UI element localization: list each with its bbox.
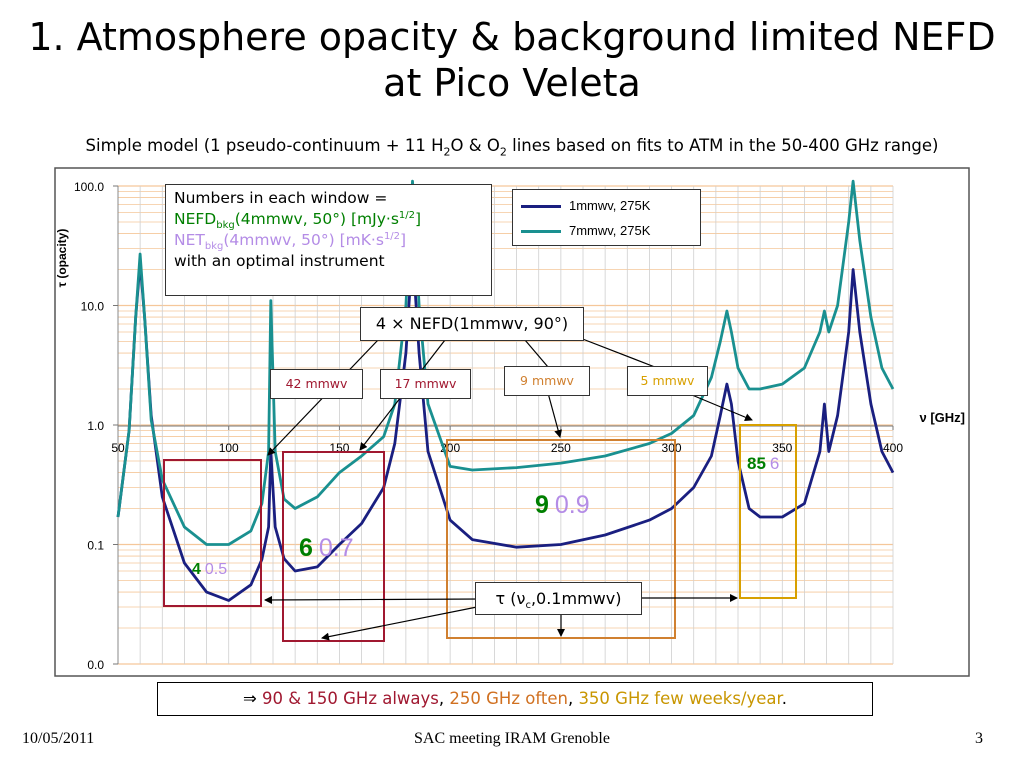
info-line-1: Numbers in each window = bbox=[174, 189, 388, 207]
x-tick-label: 300 bbox=[662, 441, 682, 455]
window-350-net: 6 bbox=[770, 454, 779, 473]
window-box-250ghz bbox=[446, 439, 676, 639]
title-line-1: 1. Atmosphere opacity & background limit… bbox=[28, 15, 996, 59]
x-tick-label: 50 bbox=[111, 441, 125, 455]
conclusion-box: ⇒ 90 & 150 GHz always, 250 GHz often, 35… bbox=[157, 682, 873, 716]
window-box-150ghz bbox=[282, 451, 385, 642]
conclusion-90-150: 90 & 150 GHz always bbox=[262, 689, 439, 708]
y-tick-label: 0.1 bbox=[87, 539, 104, 553]
subtitle-part-3: lines based on fits to ATM in the 50-400… bbox=[506, 136, 939, 155]
info-net-sup: 1/2 bbox=[383, 230, 401, 242]
info-box: Numbers in each window = NEFDbkg(4mmwv, … bbox=[165, 184, 492, 296]
pwv-label-42: 42 mmwv bbox=[270, 369, 363, 399]
subtitle-sub-1: 2 bbox=[443, 145, 451, 159]
legend-swatch-1mm bbox=[521, 205, 561, 209]
pwv-label-17: 17 mmwv bbox=[380, 369, 471, 399]
window-90-values: 4 0.5 bbox=[192, 561, 227, 578]
footer-date: 10/05/2011 bbox=[22, 730, 95, 747]
info-net-line: NETbkg(4mmwv, 50°) [mK·s1/2] bbox=[174, 230, 483, 253]
pwv-label-9: 9 mmwv bbox=[504, 366, 590, 396]
tau-label-box: τ (νc,0.1mmwv) bbox=[475, 582, 642, 615]
legend-label-7mm: 7mmwv, 275K bbox=[569, 223, 651, 238]
conclusion-sep-2: , bbox=[567, 689, 579, 708]
window-250-values: 9 0.9 bbox=[535, 491, 590, 519]
window-90-nefd: 4 bbox=[192, 561, 201, 578]
x-tick-label: 350 bbox=[772, 441, 792, 455]
y-tick-label: 1.0 bbox=[87, 419, 104, 433]
window-250-nefd: 9 bbox=[535, 491, 549, 519]
y-tick-label: 10.0 bbox=[81, 300, 105, 314]
info-line-4: with an optimal instrument bbox=[174, 252, 385, 270]
window-90-net: 0.5 bbox=[205, 561, 227, 578]
info-nefd-b: (4mmwv, 50°) [mJy·s bbox=[234, 210, 399, 228]
tau-label-a: τ (ν bbox=[495, 589, 526, 608]
y-axis-label: τ (opacity) bbox=[55, 229, 69, 288]
conclusion-end: . bbox=[781, 689, 788, 708]
series-line-1mmwv bbox=[116, 247, 895, 602]
y-tick-labels: 100.0 10.0 1.0 0.1 0.0 bbox=[74, 180, 118, 672]
info-nefd-line: NEFDbkg(4mmwv, 50°) [mJy·s1/2] bbox=[174, 209, 483, 232]
info-nefd-c: ] bbox=[415, 210, 422, 228]
legend-item-1mm: 1mmwv, 275K bbox=[521, 198, 650, 213]
slide-subtitle: Simple model (1 pseudo-continuum + 11 H2… bbox=[0, 136, 1024, 159]
window-box-350ghz bbox=[739, 424, 797, 599]
window-250-net: 0.9 bbox=[555, 491, 590, 519]
info-net-sub: bkg bbox=[204, 241, 224, 253]
line-to-9mmwv bbox=[524, 339, 549, 368]
chart-legend: 1mmwv, 275K 7mmwv, 275K bbox=[512, 189, 701, 246]
title-line-2: at Pico Veleta bbox=[383, 61, 641, 105]
y-tick-label: 100.0 bbox=[74, 180, 104, 194]
legend-swatch-7mm bbox=[521, 230, 561, 234]
subtitle-sub-2: 2 bbox=[499, 145, 507, 159]
info-nefd-a: NEFD bbox=[174, 210, 217, 228]
arrow-to-250ghz bbox=[547, 392, 563, 438]
conclusion-250: 250 GHz often bbox=[449, 689, 568, 708]
conclusion-arrow: ⇒ bbox=[242, 689, 263, 708]
footer-center: SAC meeting IRAM Grenoble bbox=[414, 730, 610, 747]
line-to-5mmwv bbox=[579, 337, 661, 370]
x-axis-unit: ν [GHz] bbox=[920, 410, 966, 425]
subtitle-part-1: Simple model (1 pseudo-continuum + 11 H bbox=[85, 136, 444, 155]
legend-item-7mm: 7mmwv, 275K bbox=[521, 223, 650, 238]
pwv-label-5: 5 mmwv bbox=[627, 366, 708, 396]
x-tick-label: 400 bbox=[883, 441, 903, 455]
tau-label-b: ,0.1mmwv) bbox=[530, 589, 622, 608]
window-150-values: 6 0.7 bbox=[299, 534, 354, 562]
tau-arrow-90 bbox=[264, 595, 483, 604]
window-350-values: 85 6 bbox=[747, 454, 779, 473]
nefd-label-box: 4 × NEFD(1mmwv, 90°) bbox=[360, 307, 584, 341]
window-150-nefd: 6 bbox=[299, 534, 313, 562]
info-nefd-sup: 1/2 bbox=[398, 209, 415, 221]
slide-title: 1. Atmosphere opacity & background limit… bbox=[0, 14, 1024, 106]
info-net-b: (4mmwv, 50°) [mK·s bbox=[223, 231, 384, 249]
tau-label-sub: c bbox=[525, 600, 531, 612]
footer-page-number: 3 bbox=[975, 730, 983, 747]
x-tick-label: 250 bbox=[551, 441, 571, 455]
conclusion-350: 350 GHz few weeks/year bbox=[578, 689, 782, 708]
window-150-net: 0.7 bbox=[319, 534, 354, 562]
x-tick-label: 100 bbox=[219, 441, 239, 455]
info-net-a: NET bbox=[174, 231, 205, 249]
series-line-7mmwv bbox=[116, 179, 895, 546]
annotation-arrows bbox=[264, 337, 753, 641]
y-tick-label: 0.0 bbox=[87, 658, 104, 672]
info-nefd-sub: bkg bbox=[216, 220, 235, 232]
window-350-nefd: 85 bbox=[747, 454, 766, 473]
chart-series bbox=[116, 179, 895, 602]
legend-label-1mm: 1mmwv, 275K bbox=[569, 198, 651, 213]
info-net-c: ] bbox=[400, 231, 407, 249]
tau-arrow-150 bbox=[321, 605, 483, 641]
subtitle-part-2: O & O bbox=[450, 136, 500, 155]
conclusion-sep-1: , bbox=[438, 689, 450, 708]
window-box-90ghz bbox=[163, 459, 262, 607]
